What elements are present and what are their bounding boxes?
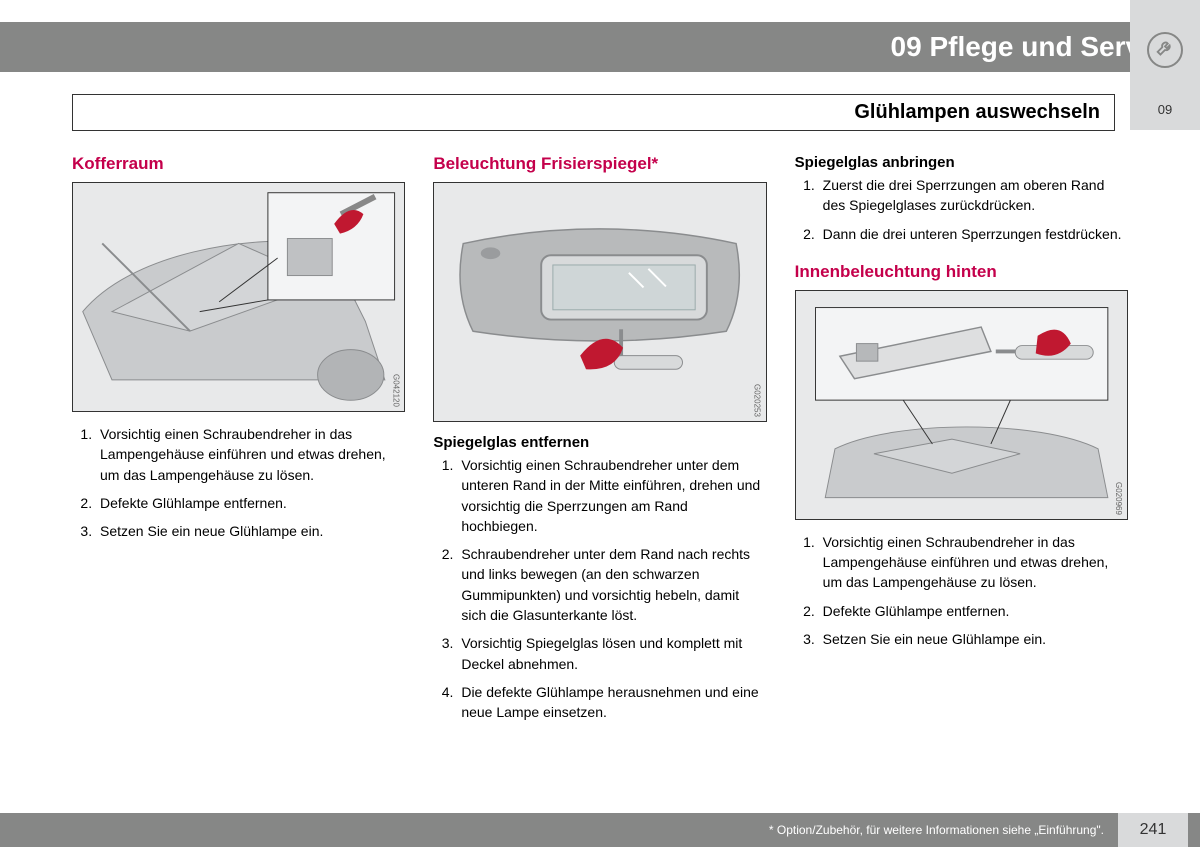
side-tab: 09: [1130, 94, 1200, 124]
image-code: G020253: [753, 384, 762, 417]
heading-frisierspiegel: Beleuchtung Frisierspiegel*: [433, 154, 766, 174]
page-number: 241: [1118, 813, 1188, 847]
steps-kofferraum: Vorsichtig einen Schraubendreher in das …: [72, 424, 405, 541]
list-item: Setzen Sie ein neue Glühlampe ein.: [819, 629, 1128, 649]
figure-innenbeleuchtung: G020969: [795, 290, 1128, 520]
subheading-entfernen: Spiegelglas entfernen: [433, 434, 766, 451]
subheading-anbringen: Spiegelglas anbringen: [795, 154, 1128, 171]
section-bar: Glühlampen auswechseln: [72, 94, 1115, 131]
list-item: Dann die drei unteren Sperrzungen festdr…: [819, 224, 1128, 244]
wrench-icon: [1147, 32, 1183, 68]
steps-entfernen: Vorsichtig einen Schraubendreher unter d…: [433, 455, 766, 723]
column-frisierspiegel: Beleuchtung Frisierspiegel* G020253 Spie…: [433, 150, 766, 787]
list-item: Vorsichtig einen Schraubendreher in das …: [96, 424, 405, 485]
list-item: Vorsichtig Spiegelglas lösen und komplet…: [457, 633, 766, 674]
heading-kofferraum: Kofferraum: [72, 154, 405, 174]
steps-anbringen: Zuerst die drei Sperrzungen am oberen Ra…: [795, 175, 1128, 244]
list-item: Vorsichtig einen Schraubendreher unter d…: [457, 455, 766, 536]
image-code: G020969: [1114, 482, 1123, 515]
figure-kofferraum: G042120: [72, 182, 405, 412]
chapter-header: 09 Pflege und Service: [0, 22, 1200, 72]
column-kofferraum: Kofferraum G042120 Vorsichtig einen Schr…: [72, 150, 405, 787]
list-item: Vorsichtig einen Schraubendreher in das …: [819, 532, 1128, 593]
list-item: Schraubendreher unter dem Rand nach rech…: [457, 544, 766, 625]
heading-innenbeleuchtung: Innenbeleuchtung hinten: [795, 262, 1128, 282]
list-item: Defekte Glühlampe entfernen.: [96, 493, 405, 513]
steps-innenbeleuchtung: Vorsichtig einen Schraubendreher in das …: [795, 532, 1128, 649]
list-item: Setzen Sie ein neue Glühlampe ein.: [96, 521, 405, 541]
footer-bar: * Option/Zubehör, für weitere Informatio…: [0, 813, 1200, 847]
column-right: Spiegelglas anbringen Zuerst die drei Sp…: [795, 150, 1128, 787]
footnote-text: * Option/Zubehör, für weitere Informatio…: [769, 823, 1104, 837]
content-grid: Kofferraum G042120 Vorsichtig einen Schr…: [72, 150, 1128, 787]
list-item: Zuerst die drei Sperrzungen am oberen Ra…: [819, 175, 1128, 216]
image-code: G042120: [391, 374, 400, 407]
list-item: Defekte Glühlampe entfernen.: [819, 601, 1128, 621]
figure-frisierspiegel: G020253: [433, 182, 766, 422]
list-item: Die defekte Glühlampe herausnehmen und e…: [457, 682, 766, 723]
section-title: Glühlampen auswechseln: [854, 101, 1100, 123]
